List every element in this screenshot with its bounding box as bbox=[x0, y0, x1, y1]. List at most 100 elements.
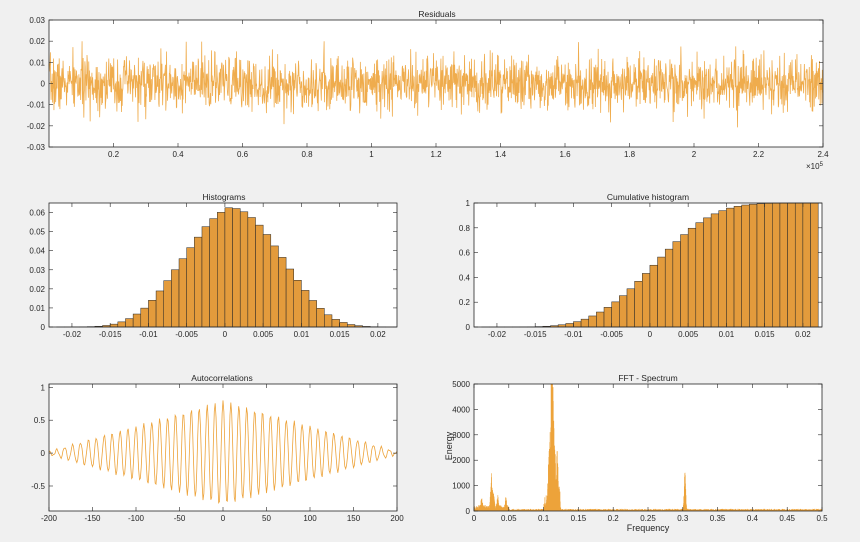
histogram-y-tick-label: 0 bbox=[41, 323, 46, 332]
cumulative-histogram-x-tick-label: -0.02 bbox=[488, 330, 507, 339]
histogram-y-tick-label: 0.06 bbox=[29, 209, 45, 218]
cumulative-histogram-bar bbox=[718, 210, 727, 328]
histogram-bar bbox=[270, 245, 279, 328]
histogram-x-tick-label: 0.005 bbox=[253, 330, 274, 339]
histogram-bar bbox=[324, 314, 333, 328]
cumulative-histogram-bar bbox=[611, 301, 620, 328]
histogram-bar bbox=[331, 319, 340, 328]
histogram-x-tick-label: -0.005 bbox=[175, 330, 198, 339]
cumulative-histogram-bar bbox=[657, 256, 666, 328]
cumulative-histogram-bar bbox=[764, 203, 773, 328]
cumulative-histogram-bar bbox=[687, 227, 697, 328]
residuals-x-tick-label: 0.4 bbox=[172, 150, 184, 159]
cumulative-histogram-x-tick-label: 0.015 bbox=[755, 330, 776, 339]
histogram-x-tick-label: -0.02 bbox=[63, 330, 82, 339]
cumulative-histogram-bar bbox=[810, 202, 819, 328]
residuals-y-tick-label: 0.02 bbox=[29, 37, 45, 46]
cumulative-histogram-bar bbox=[779, 202, 788, 328]
cumulative-histogram-bar bbox=[733, 206, 742, 328]
residuals-x-tick-label: 2.4 bbox=[817, 150, 829, 159]
histogram-bar bbox=[155, 290, 164, 328]
fft-plot-area bbox=[474, 384, 822, 511]
residuals-x-tick-label: 0.2 bbox=[108, 150, 120, 159]
cumulative-histogram-x-tick-label: 0.02 bbox=[795, 330, 811, 339]
cumulative-histogram-bar bbox=[596, 311, 605, 328]
cumulative-histogram-bar bbox=[580, 318, 589, 328]
fft-x-tick-label: 0.3 bbox=[677, 514, 689, 523]
histogram-bar bbox=[194, 236, 203, 328]
cumulative-histogram-y-tick-label: 0.4 bbox=[459, 273, 471, 282]
fft-x-tick-label: 0.35 bbox=[710, 514, 726, 523]
histogram-bar bbox=[148, 300, 157, 328]
residuals-x-tick-label: 2 bbox=[692, 150, 697, 159]
cumulative-histogram-bar bbox=[588, 315, 597, 328]
fft-x-tick-label: 0.1 bbox=[538, 514, 550, 523]
fft-y-tick-label: 2000 bbox=[452, 456, 470, 465]
autocorrelation-x-tick-label: -100 bbox=[128, 514, 145, 523]
residuals-y-tick-label: 0 bbox=[41, 80, 46, 89]
cumulative-histogram-y-tick-label: 0.2 bbox=[459, 298, 471, 307]
cumulative-histogram-x-tick-label: -0.005 bbox=[600, 330, 623, 339]
histogram-y-tick-label: 0.03 bbox=[29, 266, 45, 275]
cumulative-histogram-bar bbox=[680, 234, 689, 328]
histogram-bar bbox=[285, 268, 294, 328]
residuals-x-tick-label: 1 bbox=[369, 150, 374, 159]
histogram-bar bbox=[117, 321, 126, 328]
cumulative-histogram-bar bbox=[626, 288, 635, 328]
cumulative-histogram-y-tick-label: 1 bbox=[466, 199, 471, 208]
histogram-y-tick-label: 0.01 bbox=[29, 304, 45, 313]
histogram-bar bbox=[163, 280, 172, 328]
cumulative-histogram-bar bbox=[603, 307, 612, 328]
residuals-axes: Residuals ×105 0.2 0.4 0.6 0.8 1 1.2 1.4 1.6 1.8… bbox=[27, 9, 829, 171]
fft-y-tick-label: 3000 bbox=[452, 431, 470, 440]
histogram-bar bbox=[247, 217, 256, 328]
autocorrelation-x-tick-label: 200 bbox=[390, 514, 404, 523]
residuals-y-tick-label: -0.01 bbox=[27, 101, 46, 110]
fft-x-tick-label: 0.4 bbox=[747, 514, 759, 523]
fft-x-tick-label: 0.15 bbox=[571, 514, 587, 523]
histogram-bar bbox=[224, 207, 233, 328]
fft-y-tick-label: 5000 bbox=[452, 380, 470, 389]
autocorrelation-x-tick-label: 0 bbox=[221, 514, 226, 523]
residuals-x-tick-label: 1.6 bbox=[559, 150, 571, 159]
cumulative-histogram-bar bbox=[787, 202, 796, 328]
histogram-x-tick-label: -0.015 bbox=[99, 330, 122, 339]
autocorrelation-x-tick-label: -50 bbox=[174, 514, 186, 523]
cumulative-histogram-bar bbox=[726, 207, 735, 328]
histogram-bar bbox=[239, 211, 249, 328]
cumulative-histogram-bar bbox=[695, 222, 704, 328]
cumulative-histogram-bar bbox=[741, 204, 750, 328]
fft-spectrum-axes: FFT - Spectrum Frequency Energy 0 0.05 0.1… bbox=[444, 373, 828, 533]
cumulative-histogram-x-tick-label: -0.015 bbox=[524, 330, 547, 339]
fft-x-tick-label: 0.05 bbox=[501, 514, 517, 523]
cumulative-histogram-bar bbox=[573, 321, 582, 328]
histogram-title: Histograms bbox=[203, 192, 246, 202]
fft-y-tick-label: 4000 bbox=[452, 405, 470, 414]
histogram-bar bbox=[339, 322, 348, 328]
residuals-title: Residuals bbox=[418, 9, 455, 19]
histogram-frame bbox=[48, 202, 398, 328]
fft-x-tick-label: 0.25 bbox=[640, 514, 656, 523]
autocorrelation-y-tick-label: 0.5 bbox=[34, 416, 46, 425]
histogram-bar bbox=[316, 308, 325, 328]
autocorrelation-y-tick-label: 1 bbox=[41, 383, 46, 392]
histogram-bar bbox=[262, 234, 272, 328]
cumulative-histogram-bar bbox=[749, 203, 758, 328]
residuals-x-exponent: ×105 bbox=[806, 162, 824, 171]
cumulative-histogram-bar bbox=[802, 202, 811, 328]
fft-x-tick-label: 0.5 bbox=[816, 514, 828, 523]
histogram-bar bbox=[217, 212, 226, 328]
cumulative-histogram-bar bbox=[664, 248, 674, 328]
histogram-bar bbox=[171, 269, 180, 328]
histogram-axes: Histograms -0.02 -0.015 -0.01 -0.005 0 0.005 0… bbox=[29, 192, 398, 339]
cumulative-histogram-bar bbox=[794, 202, 804, 328]
histogram-bar bbox=[301, 290, 310, 328]
residuals-x-tick-label: 1.8 bbox=[624, 150, 636, 159]
residuals-y-tick-label: -0.02 bbox=[27, 122, 46, 131]
histogram-x-tick-label: 0.015 bbox=[330, 330, 351, 339]
histogram-bar bbox=[232, 208, 241, 328]
cumulative-histogram-bar bbox=[672, 241, 681, 328]
autocorrelation-x-tick-label: -150 bbox=[84, 514, 101, 523]
residuals-x-tick-label: 1.2 bbox=[430, 150, 442, 159]
